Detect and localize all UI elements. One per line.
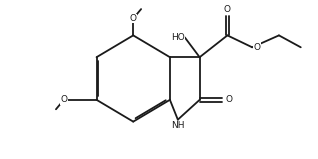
- Text: O: O: [224, 5, 231, 14]
- Text: O: O: [60, 95, 67, 104]
- Text: O: O: [225, 95, 232, 104]
- Text: NH: NH: [171, 121, 184, 130]
- Text: O: O: [254, 43, 261, 52]
- Text: O: O: [130, 14, 137, 23]
- Text: HO: HO: [171, 33, 185, 42]
